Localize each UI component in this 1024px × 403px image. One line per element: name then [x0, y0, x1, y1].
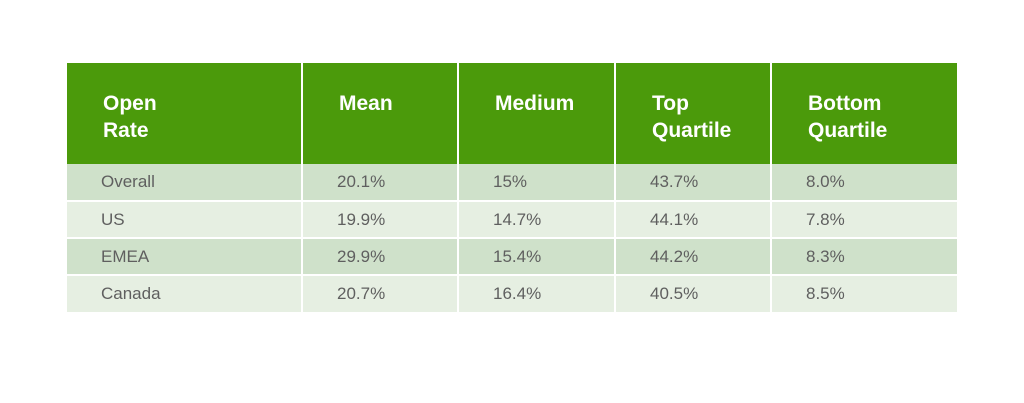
header-top-quartile-line-1: Top [652, 92, 689, 115]
header-top-quartile-line-2: Quartile [652, 119, 732, 142]
header-bottom-quartile-line-2: Quartile [808, 119, 888, 142]
cell-emea-top-quartile: 44.2% [614, 237, 772, 275]
header-bottom-quartile: Bottom Quartile [770, 63, 957, 164]
cell-emea-medium: 15.4% [457, 237, 616, 275]
header-open-rate-line-2: Rate [103, 119, 149, 142]
cell-canada-medium: 16.4% [457, 274, 616, 312]
cell-overall-medium: 15% [457, 164, 616, 201]
cell-canada-top-quartile: 40.5% [614, 274, 772, 312]
cell-us-top-quartile: 44.1% [614, 200, 772, 238]
table-row-canada: Canada 20.7% 16.4% 40.5% 8.5% [67, 274, 957, 312]
header-top-quartile: Top Quartile [614, 63, 772, 164]
cell-overall-mean: 20.1% [301, 164, 459, 201]
table-row-emea: EMEA 29.9% 15.4% 44.2% 8.3% [67, 237, 957, 275]
cell-emea-mean: 29.9% [301, 237, 459, 275]
cell-us-medium: 14.7% [457, 200, 616, 238]
header-medium: Medium [457, 63, 616, 164]
table-row-us: US 19.9% 14.7% 44.1% 7.8% [67, 200, 957, 238]
row-label-canada: Canada [67, 274, 303, 312]
cell-overall-top-quartile: 43.7% [614, 164, 772, 201]
table-row-overall: Overall 20.1% 15% 43.7% 8.0% [67, 164, 957, 201]
cell-canada-bottom-quartile: 8.5% [770, 274, 957, 312]
row-label-emea: EMEA [67, 237, 303, 275]
row-label-us: US [67, 200, 303, 238]
open-rate-table: Open Rate Mean Medium Top Quartile Botto… [67, 63, 957, 312]
header-mean: Mean [301, 63, 459, 164]
cell-overall-bottom-quartile: 8.0% [770, 164, 957, 201]
header-medium-line-1: Medium [495, 92, 575, 115]
header-open-rate-line-1: Open [103, 92, 157, 115]
cell-emea-bottom-quartile: 8.3% [770, 237, 957, 275]
header-row: Open Rate Mean Medium Top Quartile Botto… [67, 63, 957, 164]
header-mean-line-1: Mean [339, 92, 393, 115]
row-label-overall: Overall [67, 164, 303, 201]
cell-us-mean: 19.9% [301, 200, 459, 238]
cell-canada-mean: 20.7% [301, 274, 459, 312]
header-bottom-quartile-line-1: Bottom [808, 92, 882, 115]
header-open-rate: Open Rate [67, 63, 303, 164]
cell-us-bottom-quartile: 7.8% [770, 200, 957, 238]
